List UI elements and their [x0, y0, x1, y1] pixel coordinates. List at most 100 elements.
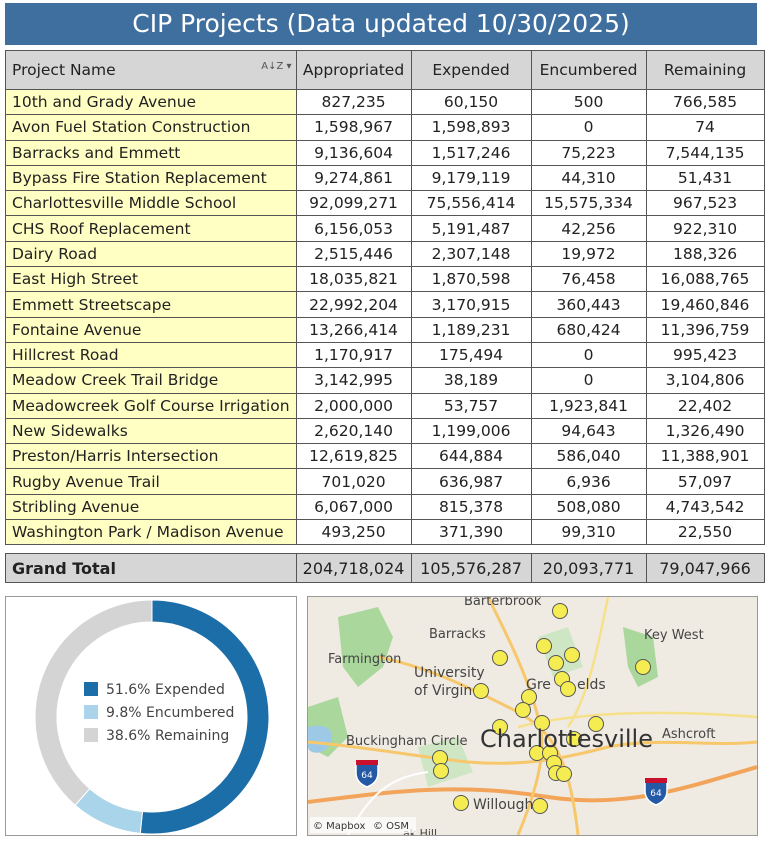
legend-swatch: [84, 728, 98, 742]
table-row: New Sidewalks 2,620,140 1,199,006 94,643 1,3…: [5, 417, 765, 445]
table-row: East High Street 18,035,821 1,870,598 76,45…: [5, 266, 765, 293]
table-row: Preston/Harris Intersection 12,619,825 644…: [5, 443, 765, 470]
value-cell: 680,424: [530, 316, 647, 343]
table-row: Fontaine Avenue 13,266,414 1,189,231 680,42…: [5, 316, 765, 343]
map-label: Charlottesville: [480, 725, 653, 753]
table-row: Hillcrest Road 1,170,917 175,494 0 995,423: [5, 341, 765, 369]
total-value: 204,718,024: [295, 553, 412, 584]
value-cell: 75,556,414: [410, 190, 532, 217]
value-cell: 1,598,967: [295, 114, 412, 141]
table-row: Emmett Streetscape 22,992,204 3,170,915 360…: [5, 291, 765, 318]
value-cell: 4,743,542: [645, 493, 765, 521]
map-label: Key West: [644, 628, 704, 643]
value-cell: 6,156,053: [295, 215, 412, 242]
value-cell: 1,923,841: [530, 392, 647, 419]
value-cell: 22,992,204: [295, 291, 412, 318]
value-cell: 586,040: [530, 443, 647, 470]
shield-top: [645, 778, 667, 783]
table-row: Dairy Road 2,515,446 2,307,148 19,972 188,32…: [5, 240, 765, 268]
value-cell: 19,460,846: [645, 291, 765, 318]
value-cell: 12,619,825: [295, 443, 412, 470]
value-cell: 18,035,821: [295, 266, 412, 293]
value-cell: 967,523: [645, 190, 765, 217]
value-cell: 1,326,490: [645, 417, 765, 445]
map-label: of Virgin: [414, 683, 472, 699]
column-header: Expended: [410, 50, 532, 90]
value-cell: 94,643: [530, 417, 647, 445]
value-cell: 1,170,917: [295, 341, 412, 369]
shield-shape: [355, 762, 379, 788]
map-label: University: [414, 665, 485, 681]
project-marker: [521, 689, 537, 705]
table-row: Meadow Creek Trail Bridge 3,142,995 38,189…: [5, 367, 765, 394]
value-cell: 2,515,446: [295, 240, 412, 268]
value-cell: 1,598,893: [410, 114, 532, 141]
project-name: 10th and Grady Avenue: [5, 88, 297, 116]
spacer: [5, 544, 765, 555]
legend-label: Remaining: [155, 728, 229, 744]
value-cell: 827,235: [295, 88, 412, 116]
project-marker: [515, 702, 531, 718]
value-cell: 5,191,487: [410, 215, 532, 242]
map-label: Ashcroft: [662, 727, 716, 742]
value-cell: 22,550: [645, 519, 765, 546]
project-name: Hillcrest Road: [5, 341, 297, 369]
highway-shield: 64: [644, 778, 668, 806]
project-name: Bypass Fire Station Replacement: [5, 164, 297, 192]
dashboard-title: CIP Projects (Data updated 10/30/2025): [5, 3, 757, 45]
legend-value: 51.6%: [106, 682, 150, 698]
project-name: Rugby Avenue Trail: [5, 468, 297, 495]
value-cell: 76,458: [530, 266, 647, 293]
donut-segment: [74, 787, 144, 834]
column-header: Project Name A↓Z ▾: [5, 50, 297, 90]
shield-label: 64: [361, 771, 373, 781]
value-cell: 766,585: [645, 88, 765, 116]
value-cell: 500: [530, 88, 647, 116]
project-name: East High Street: [5, 266, 297, 293]
attribution-bg: [310, 817, 416, 833]
project-name: Stribling Avenue: [5, 493, 297, 521]
sort-icon[interactable]: A↓Z ▾: [261, 61, 292, 72]
legend-value: 9.8%: [106, 705, 142, 721]
project-marker: [492, 719, 508, 735]
map-label: Willough: [473, 797, 533, 813]
project-marker: [534, 715, 550, 731]
value-cell: 11,388,901: [645, 443, 765, 470]
value-cell: 57,097: [645, 468, 765, 495]
map-label: Farmington: [328, 652, 401, 667]
value-cell: 42,256: [530, 215, 647, 242]
table-row: Charlottesville Middle School 92,099,271 7…: [5, 190, 765, 217]
project-name: Avon Fuel Station Construction: [5, 114, 297, 141]
project-name: New Sidewalks: [5, 417, 297, 445]
legend-entry: 38.6% Remaining: [106, 728, 229, 744]
value-cell: 74: [645, 114, 765, 141]
value-cell: 3,142,995: [295, 367, 412, 394]
value-cell: 371,390: [410, 519, 532, 546]
value-cell: 6,067,000: [295, 493, 412, 521]
map-label: Gre: [526, 677, 551, 693]
map-label: Barracks: [429, 627, 486, 642]
project-name: Meadow Creek Trail Bridge: [5, 367, 297, 394]
map-label: Barterbrook: [464, 597, 542, 609]
value-cell: 188,326: [645, 240, 765, 268]
value-cell: 644,884: [410, 443, 532, 470]
shield-top: [356, 760, 378, 765]
value-cell: 22,402: [645, 392, 765, 419]
project-marker: [492, 650, 508, 666]
value-cell: 1,199,006: [410, 417, 532, 445]
project-marker: [536, 638, 552, 654]
attribution: © OSM: [373, 821, 409, 832]
legend-entry: 9.8% Encumbered: [106, 705, 234, 721]
project-marker: [564, 647, 580, 663]
donut-segment: [34, 599, 153, 806]
value-cell: 1,189,231: [410, 316, 532, 343]
park: [338, 607, 393, 687]
legend-label: Encumbered: [146, 705, 234, 721]
attribution: © Mapbox: [313, 821, 365, 832]
value-cell: 44,310: [530, 164, 647, 192]
total-value: 20,093,771: [530, 553, 647, 584]
project-marker: [556, 766, 572, 782]
project-marker: [566, 731, 582, 747]
total-row: Grand Total 204,718,024 105,576,287 20,093,…: [5, 553, 765, 584]
